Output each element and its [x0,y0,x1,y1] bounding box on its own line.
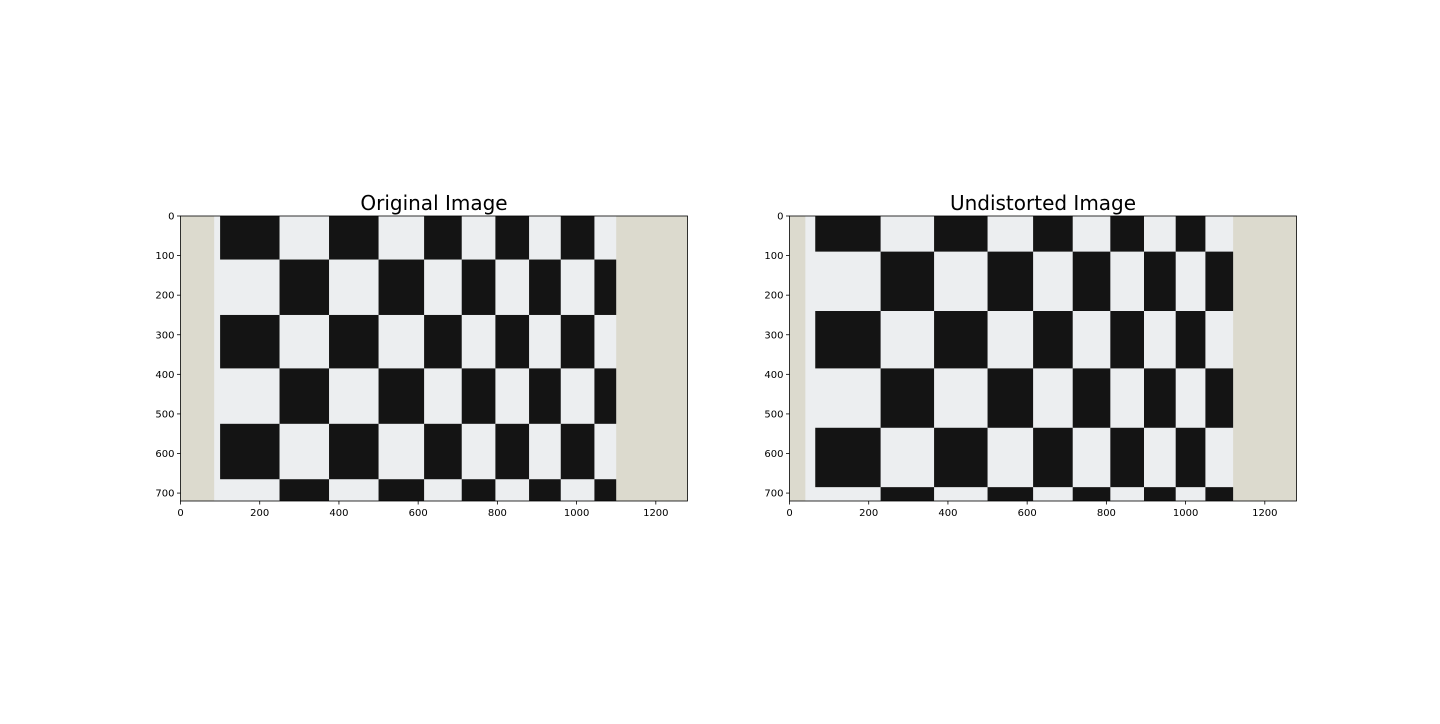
checker-square [1175,311,1206,369]
checker-square [461,479,496,501]
checker-square [1144,368,1176,428]
checker-square [1205,368,1234,428]
y-tick-label: 100 [764,251,783,262]
checker-square [880,487,935,501]
x-tick-label: 1000 [1173,508,1198,519]
checker-square [1033,216,1073,252]
checker-square [220,216,280,260]
checker-square [1144,487,1176,501]
panel-title: Original Image [360,191,507,215]
checker-square [329,216,379,260]
checker-square [1175,216,1206,252]
y-tick-label: 0 [168,212,174,223]
checker-square [1144,251,1176,311]
y-tick-label: 400 [155,370,174,381]
checker-square [461,368,496,424]
checker-square [329,423,379,480]
checker-square [880,251,935,311]
checker-square [424,423,462,480]
checker-square [279,479,330,501]
y-tick-label: 700 [764,489,783,500]
checker-square [279,368,330,424]
x-tick-label: 1200 [643,508,668,519]
checker-square [815,311,881,369]
x-tick-label: 600 [409,508,428,519]
checker-square [424,216,462,260]
checker-square [594,479,617,501]
checker-square [529,368,561,424]
checker-square [220,423,280,480]
checker-square [1110,427,1145,488]
checker-square [378,368,425,424]
checker-square [934,216,988,252]
x-tick-label: 0 [786,508,792,519]
axes-frame [180,215,688,502]
checker-square [378,259,425,315]
checker-square [815,216,881,252]
image-content [180,216,688,501]
checker-square [495,314,530,369]
checker-square [987,251,1034,311]
checker-square [279,259,330,315]
checker-square [560,314,595,369]
y-tick-label: 300 [764,330,783,341]
panel-title: Undistorted Image [950,191,1136,215]
checker-square [424,314,462,369]
x-tick-label: 800 [488,508,507,519]
checker-square [934,311,988,369]
checker-square [1072,251,1111,311]
checker-square [329,314,379,369]
x-tick-label: 600 [1018,508,1037,519]
image-content [789,216,1297,501]
checker-square [529,479,561,501]
x-tick-label: 1200 [1252,508,1277,519]
y-tick-label: 100 [155,251,174,262]
checker-square [529,259,561,315]
checker-square [1110,216,1145,252]
y-tick-label: 500 [155,409,174,420]
y-tick-label: 500 [764,409,783,420]
axes-frame [789,215,1297,502]
x-tick-label: 0 [177,508,183,519]
y-tick-label: 200 [764,291,783,302]
checker-square [1205,251,1234,311]
x-tick-label: 400 [329,508,348,519]
y-tick-label: 300 [155,330,174,341]
checker-square [934,427,988,488]
checker-square [1072,368,1111,428]
panel-2: 0 200 400 600 800 1000 1200 0 100 200 300 400 500 600… [764,191,1297,519]
panel-1: 0 200 400 600 800 1000 1200 0 100 200 300 400 500 600… [155,191,688,519]
checker-square [378,479,425,501]
x-tick-label: 200 [859,508,878,519]
y-tick-label: 400 [764,370,783,381]
y-tick-label: 0 [777,212,783,223]
checker-square [560,423,595,480]
checker-square [1110,311,1145,369]
checker-square [594,368,617,424]
y-tick-label: 600 [155,449,174,460]
checker-square [1175,427,1206,488]
checker-square [594,259,617,315]
checker-square [880,368,935,428]
checker-square [461,259,496,315]
x-tick-label: 1000 [564,508,589,519]
checker-square [1033,311,1073,369]
x-tick-label: 400 [938,508,957,519]
x-tick-label: 200 [250,508,269,519]
checker-square [987,487,1034,501]
y-tick-label: 700 [155,489,174,500]
checker-square [560,216,595,260]
checker-square [220,314,280,369]
checker-square [1072,487,1111,501]
checker-square [495,216,530,260]
checker-square [1033,427,1073,488]
x-tick-label: 800 [1097,508,1116,519]
checker-square [1205,487,1234,501]
checker-square [495,423,530,480]
y-tick-label: 200 [155,291,174,302]
y-tick-label: 600 [764,449,783,460]
checker-square [815,427,881,488]
checker-square [987,368,1034,428]
